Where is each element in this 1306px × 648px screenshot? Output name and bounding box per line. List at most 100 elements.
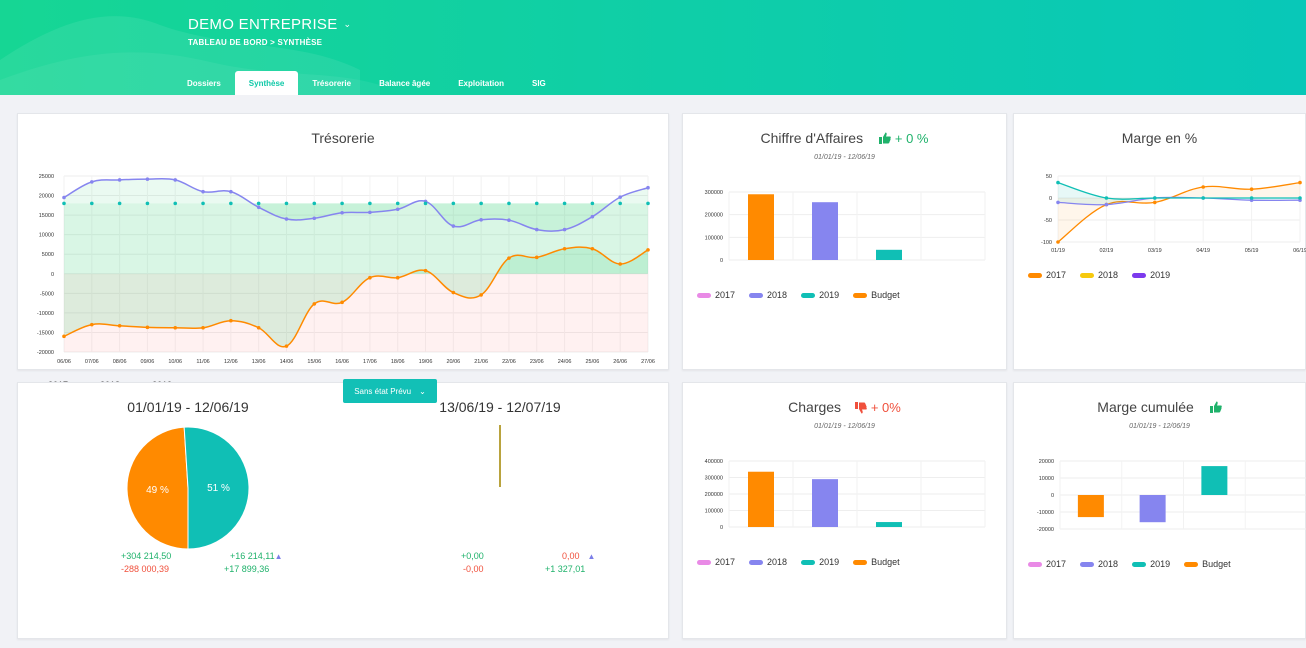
x-tick-label: 09/06	[141, 359, 155, 365]
legend-label: 2017	[1046, 270, 1067, 280]
left-period: 01/01/19 - 12/06/19	[127, 399, 249, 415]
y-tick-label: -20000	[37, 350, 54, 356]
point-2018	[284, 217, 289, 221]
point-2018	[395, 207, 400, 212]
x-tick-label: 14/06	[280, 359, 294, 365]
legend-item-budget[interactable]: Budget	[853, 290, 900, 300]
point-2018	[618, 195, 622, 199]
legend-item-2018[interactable]: 2018	[1080, 270, 1118, 280]
tresorerie-title: Trésorerie	[311, 130, 375, 146]
y-tick-label: 300000	[705, 476, 723, 482]
chevron-down-icon: ⌄	[419, 386, 426, 396]
legend-item-2017[interactable]: 2017	[697, 557, 735, 567]
y-tick-label: 0	[51, 272, 54, 278]
x-tick-label: 22/06	[502, 359, 516, 365]
point-2018	[1056, 200, 1060, 205]
ca-delta: + 0 %	[894, 131, 929, 146]
y-tick-label: -20000	[1037, 527, 1054, 533]
right-period: 13/06/19 - 12/07/19	[439, 399, 561, 415]
tab-balance-agee[interactable]: Balance âgée	[379, 78, 431, 88]
etat-dropdown-button[interactable]: Sans état Prévu ⌄	[343, 379, 437, 403]
y-tick-label: 50	[1046, 174, 1052, 180]
point-2019	[1298, 196, 1302, 200]
point-2017	[368, 275, 372, 280]
legend-label: 2019	[819, 557, 840, 567]
bar-budget	[748, 194, 774, 260]
y-tick-label: -10000	[1037, 510, 1054, 516]
ca-title: Chiffre d'Affaires	[760, 130, 864, 146]
legend-item-2018[interactable]: 2018	[749, 290, 787, 300]
triangle-up-icon: ▲	[587, 552, 596, 561]
point-2018	[201, 189, 205, 194]
point-2017	[507, 256, 511, 260]
point-2017	[340, 300, 344, 305]
tab-sig[interactable]: SIG	[532, 78, 546, 88]
header-banner: DEMO ENTREPRISE ⌄ TABLEAU DE BORD > SYNTH…	[0, 0, 1306, 95]
y-tick-label: -10000	[37, 311, 54, 317]
pie-slice	[126, 426, 189, 550]
tab-tresorerie[interactable]: Trésorerie	[312, 78, 352, 88]
charges-title-row: Charges + 0%	[683, 399, 1006, 415]
triangle-up-icon: ▲	[274, 552, 283, 561]
bar-2018	[812, 202, 838, 260]
charges-title: Charges	[788, 399, 842, 415]
left-value-c-text: +16 214,11	[230, 551, 275, 561]
y-tick-label: -50	[1044, 218, 1052, 224]
company-selector[interactable]: DEMO ENTREPRISE ⌄	[188, 16, 351, 33]
bar-2019	[876, 522, 902, 527]
tab-dossiers[interactable]: Dossiers	[187, 78, 221, 88]
right-value-b: -0,00	[463, 564, 484, 574]
x-tick-label: 16/06	[335, 359, 349, 365]
series-line-2019	[1057, 181, 1300, 200]
series-line-2017	[1057, 181, 1301, 243]
legend-item-2017[interactable]: 2017	[1028, 270, 1066, 280]
legend-item-2018[interactable]: 2018	[1080, 559, 1118, 569]
point-2019	[618, 201, 622, 206]
legend-label: 2017	[1046, 559, 1067, 569]
tab-exploitation[interactable]: Exploitation	[458, 78, 504, 88]
bar-2018	[812, 479, 838, 527]
charges-delta: + 0%	[870, 400, 901, 415]
y-tick-label: -15000	[37, 330, 54, 336]
point-2019	[590, 201, 595, 206]
legend-item-2019[interactable]: 2019	[1132, 559, 1170, 569]
point-2018	[145, 177, 150, 181]
right-value-c: 0,00 ▲	[562, 551, 595, 561]
y-tick-label: 5000	[42, 252, 54, 258]
marge-cumulee-period: 01/01/19 - 12/06/19	[1129, 423, 1190, 430]
bar-2019	[1201, 466, 1228, 495]
x-tick-label: 02/19	[1100, 248, 1114, 254]
legend-item-budget[interactable]: Budget	[1184, 559, 1231, 569]
legend-item-2019[interactable]: 2019	[801, 557, 839, 567]
left-value-a: +304 214,50	[121, 551, 172, 561]
point-2019	[284, 201, 289, 206]
point-2019	[1056, 180, 1060, 185]
point-2018	[368, 210, 372, 215]
legend-item-2017[interactable]: 2017	[697, 290, 735, 300]
charges-period: 01/01/19 - 12/06/19	[814, 423, 875, 430]
point-2018	[590, 214, 595, 219]
legend-item-2019[interactable]: 2019	[1132, 270, 1170, 280]
marge-pct-card: Marge en % -100 -50 0 50 01/19 02/19 03/19 04/1…	[1013, 113, 1306, 370]
legend-item-2017[interactable]: 2017	[1028, 559, 1066, 569]
tab-synthese[interactable]: Synthèse	[234, 71, 299, 95]
point-2018	[62, 195, 66, 200]
y-tick-label: 10000	[1039, 476, 1054, 482]
y-tick-label: 0	[720, 258, 723, 264]
y-tick-label: -100	[1041, 240, 1052, 246]
thumbs-up-icon	[878, 130, 895, 146]
x-tick-label: 20/06	[446, 359, 460, 365]
legend-item-2018[interactable]: 2018	[749, 557, 787, 567]
legend-item-budget[interactable]: Budget	[853, 557, 900, 567]
x-tick-label: 17/06	[363, 359, 377, 365]
point-2019	[507, 201, 511, 206]
left-value-c: +16 214,11▲	[230, 551, 283, 561]
legend-label: Budget	[1202, 559, 1231, 569]
point-2018	[534, 227, 539, 232]
legend-item-2019[interactable]: 2019	[801, 290, 839, 300]
point-2017	[423, 268, 428, 273]
point-2019	[117, 201, 122, 206]
point-2017	[62, 334, 66, 339]
point-2019	[451, 201, 456, 206]
chevron-down-icon: ⌄	[343, 19, 352, 29]
